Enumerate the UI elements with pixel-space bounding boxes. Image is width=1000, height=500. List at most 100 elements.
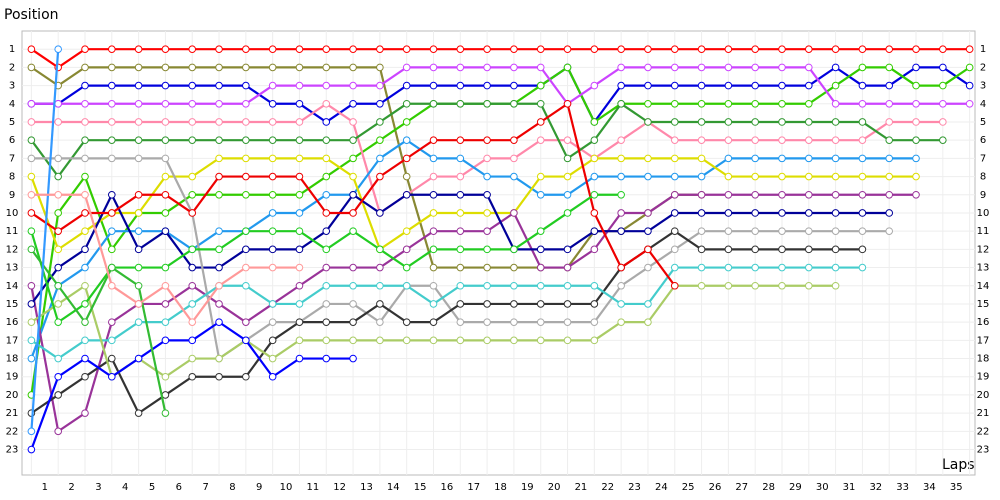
y-tick-label: 7 (9, 153, 15, 164)
lap-marker (429, 63, 438, 72)
lap-marker (939, 136, 947, 144)
lap-marker (27, 63, 36, 72)
lap-marker (724, 81, 733, 90)
lap-marker (215, 63, 223, 72)
x-tick-label: 28 (762, 482, 775, 493)
lap-marker (778, 209, 786, 217)
lap-marker (27, 45, 36, 53)
lap-marker (483, 99, 491, 108)
lap-marker (644, 118, 652, 126)
lap-marker (268, 209, 277, 217)
y-tick-label: 9 (9, 190, 15, 201)
lap-marker (644, 63, 652, 72)
lap-marker (349, 45, 357, 53)
lap-marker (670, 263, 679, 272)
lap-marker (590, 300, 599, 308)
lap-marker (268, 263, 277, 272)
lap-marker (831, 245, 840, 254)
lap-marker (804, 118, 813, 126)
x-tick-label: 23 (628, 482, 641, 493)
x-tick-label: 13 (360, 482, 373, 493)
lap-marker (134, 300, 143, 308)
lap-marker (751, 63, 759, 72)
lap-marker (242, 336, 250, 345)
lap-marker (54, 209, 62, 217)
lap-marker (912, 99, 920, 108)
driver-line (27, 227, 867, 417)
lap-marker (215, 227, 223, 235)
lap-marker (242, 227, 250, 235)
x-tick-label: 29 (789, 482, 802, 493)
y-tick-label-right: 6 (980, 135, 986, 146)
lap-marker (590, 45, 599, 53)
lap-marker (215, 118, 223, 126)
driver-line (27, 245, 170, 417)
lap-marker (134, 354, 143, 363)
lap-marker (242, 245, 250, 254)
x-tick-label: 4 (122, 482, 128, 493)
lap-marker (858, 45, 867, 53)
lap-marker (751, 227, 759, 235)
lap-marker (27, 227, 36, 235)
lap-marker (188, 99, 197, 108)
lap-marker (483, 227, 491, 235)
lap-marker (858, 245, 867, 254)
lap-marker (376, 172, 384, 181)
y-tick-label: 15 (6, 299, 19, 310)
y-tick-label: 14 (6, 281, 19, 292)
y-tick-label: 2 (9, 62, 15, 73)
lap-marker (402, 136, 411, 144)
lap-marker (322, 300, 331, 308)
driver-line (27, 99, 947, 217)
lap-marker (778, 154, 786, 163)
lap-marker (617, 154, 625, 163)
lap-marker (697, 190, 706, 199)
lap-marker (376, 81, 384, 90)
lap-marker (27, 118, 36, 126)
lap-marker (590, 318, 599, 326)
lap-marker (697, 45, 706, 53)
lap-marker (161, 136, 170, 144)
lap-marker (188, 136, 197, 144)
lap-marker (108, 281, 116, 290)
lap-marker (376, 136, 384, 144)
lap-marker (670, 45, 679, 53)
lap-marker (268, 227, 277, 235)
lap-marker (724, 154, 733, 163)
lap-marker (778, 227, 786, 235)
lap-marker (27, 300, 36, 308)
lap-marker (188, 372, 197, 381)
lap-marker (215, 245, 223, 254)
lap-marker (376, 99, 384, 108)
lap-marker (912, 172, 920, 181)
lap-marker (617, 45, 625, 53)
x-tick-label: 26 (709, 482, 722, 493)
lap-marker (912, 118, 920, 126)
lap-marker (242, 281, 250, 290)
lap-marker (885, 99, 894, 108)
lap-marker (27, 281, 36, 290)
lap-marker (831, 63, 840, 72)
lap-marker (108, 354, 116, 363)
lap-marker (81, 336, 89, 345)
lap-marker (804, 227, 813, 235)
lap-marker (670, 209, 679, 217)
lap-marker (590, 118, 599, 126)
line-segment (30, 157, 917, 252)
lap-marker (751, 209, 759, 217)
lap-marker (81, 354, 89, 363)
lap-marker (965, 63, 974, 72)
lap-marker (965, 45, 974, 53)
lap-marker (483, 336, 491, 345)
y-tick-label-right: 12 (977, 244, 990, 255)
lap-marker (268, 99, 277, 108)
y-tick-label: 19 (6, 372, 19, 383)
lap-marker (295, 99, 304, 108)
lap-marker (670, 245, 679, 254)
lap-marker (402, 281, 411, 290)
lap-marker (402, 318, 411, 326)
lap-marker (590, 190, 599, 199)
driver-line (27, 45, 62, 436)
lap-marker (402, 190, 411, 199)
lap-marker (81, 263, 89, 272)
